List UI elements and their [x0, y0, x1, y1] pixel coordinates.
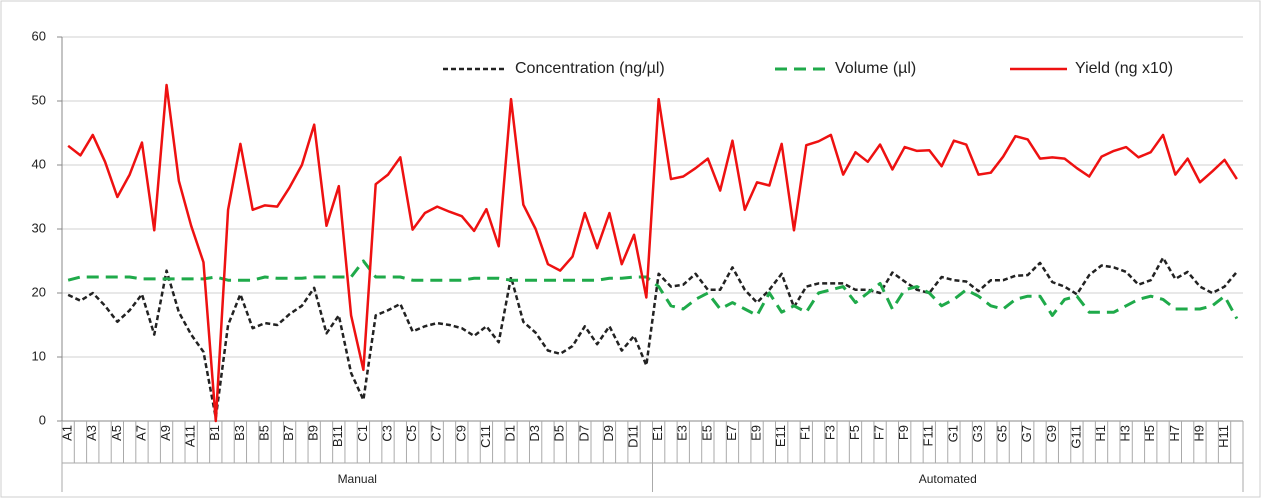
- x-tick-label: D1: [502, 425, 517, 442]
- series-line: [67, 256, 1238, 420]
- x-tick-label: C11: [478, 425, 493, 448]
- x-tick-label: B5: [256, 425, 271, 441]
- x-tick-label: F3: [822, 425, 837, 440]
- x-tick-label: H5: [1142, 425, 1157, 442]
- x-tick-label: E5: [699, 425, 714, 441]
- legend-label: Volume (µl): [835, 60, 916, 77]
- legend-label: Yield (ng x10): [1075, 60, 1173, 77]
- x-tick-label: B7: [281, 425, 296, 441]
- x-tick-label: A5: [109, 425, 124, 441]
- x-tick-label: G5: [995, 425, 1010, 442]
- x-tick-label: C3: [379, 425, 394, 442]
- x-tick-label: A11: [183, 425, 198, 447]
- y-tick-label: 30: [32, 220, 46, 235]
- x-tick-label: H11: [1216, 425, 1231, 448]
- x-tick-label: G9: [1044, 425, 1059, 442]
- y-tick-label: 60: [32, 28, 46, 43]
- x-tick-label: A1: [60, 425, 75, 441]
- x-tick-label: B1: [207, 425, 222, 441]
- x-tick-label: H3: [1118, 425, 1133, 442]
- x-tick-label: D9: [601, 425, 616, 442]
- x-tick-label: C7: [429, 425, 444, 442]
- x-tick-label: D3: [527, 425, 542, 442]
- x-tick-label: G1: [945, 425, 960, 442]
- x-tick-label: C9: [453, 425, 468, 442]
- x-tick-label: E3: [675, 425, 690, 441]
- x-tick-label: G7: [1019, 425, 1034, 442]
- x-tick-label: F9: [896, 425, 911, 440]
- group-label: Manual: [338, 472, 377, 486]
- series-line: [67, 259, 1239, 320]
- x-tick-label: C1: [355, 425, 370, 442]
- y-tick-label: 0: [39, 412, 46, 427]
- x-tick-label: D5: [552, 425, 567, 442]
- x-tick-label: B9: [306, 425, 321, 441]
- x-tick-label: A3: [84, 425, 99, 441]
- x-tick-label: H1: [1093, 425, 1108, 442]
- x-tick-label: C5: [404, 425, 419, 442]
- x-tick-label: A9: [158, 425, 173, 441]
- x-tick-label: E1: [650, 425, 665, 441]
- x-tick-label: G11: [1068, 425, 1083, 449]
- x-tick-label: E7: [724, 425, 739, 441]
- legend-label: Concentration (ng/µl): [515, 60, 665, 77]
- x-tick-label: F7: [872, 425, 887, 440]
- x-tick-label: A7: [133, 425, 148, 441]
- x-tick-label: F5: [847, 425, 862, 440]
- x-tick-label: B3: [232, 425, 247, 441]
- y-tick-label: 10: [32, 348, 46, 363]
- x-tick-label: D7: [576, 425, 591, 442]
- x-tick-label: D11: [625, 425, 640, 448]
- x-tick-label: E11: [773, 425, 788, 447]
- x-tick-label: F11: [921, 425, 936, 446]
- x-tick-label: H7: [1167, 425, 1182, 442]
- x-tick-label: B11: [330, 425, 345, 447]
- series-line: [67, 83, 1238, 423]
- y-tick-label: 20: [32, 284, 46, 299]
- y-tick-label: 40: [32, 156, 46, 171]
- y-tick-label: 50: [32, 92, 46, 107]
- legend: Concentration (ng/µl) Volume (µl) Yield (n…: [443, 60, 1173, 77]
- x-tick-label: H9: [1191, 425, 1206, 442]
- x-tick-label: G3: [970, 425, 985, 442]
- group-label: Automated: [919, 472, 977, 486]
- x-tick-label: E9: [749, 425, 764, 441]
- x-tick-label: F1: [798, 425, 813, 440]
